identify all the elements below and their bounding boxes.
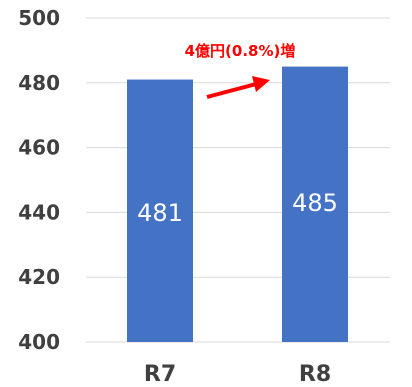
data-label: 485 — [292, 189, 338, 217]
y-tick-label: 480 — [18, 71, 60, 95]
y-tick-label: 440 — [18, 200, 60, 224]
x-axis-categories: R7 R8 — [144, 362, 331, 387]
bars: 481 485 — [127, 66, 348, 342]
arrow-head — [252, 76, 270, 92]
y-tick-label: 400 — [18, 330, 60, 354]
arrow-shaft — [206, 82, 257, 99]
x-category-label: R7 — [144, 362, 176, 387]
y-tick-label: 420 — [18, 265, 60, 289]
annotation-text: 4億円(0.8%)増 — [185, 42, 296, 60]
y-axis-ticks: 400 420 440 460 480 500 — [18, 6, 60, 354]
bar-r8 — [282, 66, 348, 342]
x-category-label: R8 — [299, 362, 331, 387]
data-label: 481 — [137, 199, 183, 227]
y-tick-label: 460 — [18, 136, 60, 160]
y-tick-label: 500 — [18, 6, 60, 30]
annotation-arrow — [206, 76, 270, 99]
bar-r7 — [127, 79, 193, 342]
